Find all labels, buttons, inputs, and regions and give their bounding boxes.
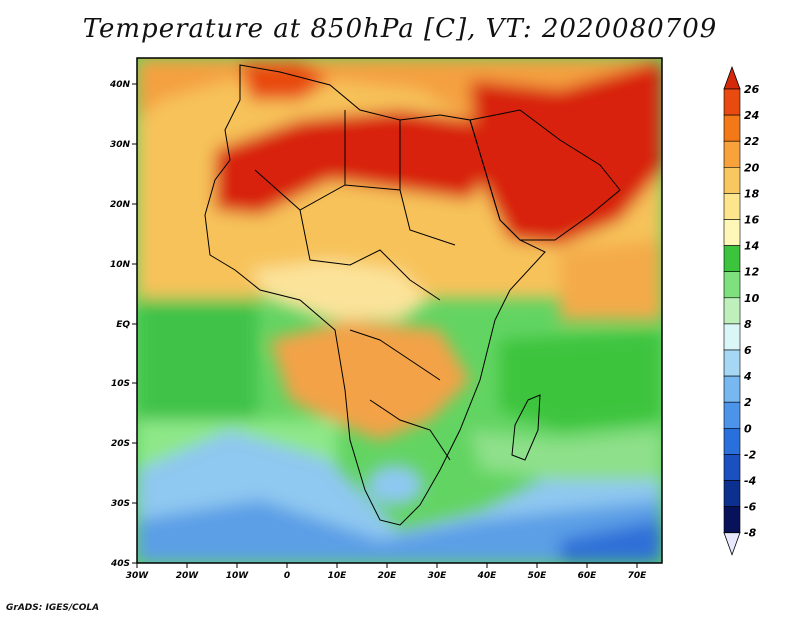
map-title: Temperature at 850hPa [C], VT: 202008070… [82, 14, 718, 44]
colorbar-swatch [723, 427, 741, 455]
colorbar-label: -6 [744, 501, 757, 514]
lon-label: 20E [378, 571, 398, 581]
colorbar-label: 12 [744, 266, 760, 279]
colorbar-swatch [723, 88, 741, 116]
latitude-axis: 40N 30N 20N 10N EQ 10S 20S 30S 40S [109, 80, 137, 569]
colorbar-swatch [723, 454, 741, 481]
colorbar-label: 14 [744, 240, 759, 253]
lon-label: 30W [126, 571, 150, 581]
colorbar-swatch [723, 193, 741, 220]
lat-label: 30N [110, 140, 131, 150]
temperature-field [137, 58, 662, 563]
lat-label: 10S [111, 379, 130, 389]
colorbar-swatch [723, 297, 741, 325]
colorbar-label: 26 [744, 83, 760, 96]
lat-label: 40S [110, 559, 130, 569]
colorbar-swatch [723, 219, 741, 246]
colorbar-swatch [723, 349, 741, 377]
lon-label: 50E [528, 571, 548, 581]
colorbar-label: 0 [744, 422, 752, 435]
colorbar-swatch [723, 375, 741, 403]
lon-label: 10W [226, 571, 250, 581]
colorbar-swatch [723, 480, 741, 507]
lon-label: 0 [284, 571, 290, 581]
colorbar-swatch [723, 323, 741, 351]
coastlines [204, 64, 621, 526]
colorbar-label: 24 [744, 109, 759, 122]
colorbar-label: 8 [744, 318, 752, 331]
colorbar-label: 16 [744, 214, 760, 227]
lat-label: 40N [109, 80, 131, 90]
colorbar-swatch [723, 245, 741, 273]
longitude-axis: 30W 20W 10W 0 10E 20E 30E 40E 50E 60E 70… [126, 563, 647, 581]
colorbar-swatch [723, 167, 741, 194]
colorbar-max-arrow [723, 65, 741, 90]
colorbar-label: -4 [744, 475, 756, 488]
lat-label: 30S [111, 499, 130, 509]
colorbar-swatch [723, 506, 741, 534]
credit-text: GrADS: IGES/COLA [6, 603, 100, 613]
colorbar-label: 10 [744, 292, 760, 305]
colorbar-label: 18 [744, 187, 760, 200]
colorbar-swatch [723, 271, 741, 299]
lat-label: EQ [116, 320, 130, 330]
colorbar-label: 20 [744, 161, 760, 174]
colorbar-min-arrow [723, 532, 741, 556]
lon-label: 40E [477, 571, 498, 581]
lon-label: 60E [578, 571, 598, 581]
lon-label: 30E [428, 571, 448, 581]
lon-label: 70E [628, 571, 648, 581]
lat-label: 10N [110, 260, 131, 270]
colorbar-label: 6 [744, 344, 752, 357]
lat-label: 20S [111, 439, 130, 449]
colorbar-swatch [723, 140, 741, 168]
lon-label: 10E [328, 571, 348, 581]
colorbar-label: 4 [743, 370, 752, 383]
colorbar-swatch [723, 401, 741, 429]
colorbar-label: -2 [744, 448, 757, 461]
lat-label: 20N [110, 200, 131, 210]
colorbar-swatch [723, 114, 741, 142]
colorbar-label: 2 [744, 396, 752, 409]
lon-label: 20W [176, 571, 200, 581]
colorbar-label: 22 [744, 135, 760, 148]
colorbar-label: -8 [744, 527, 757, 540]
